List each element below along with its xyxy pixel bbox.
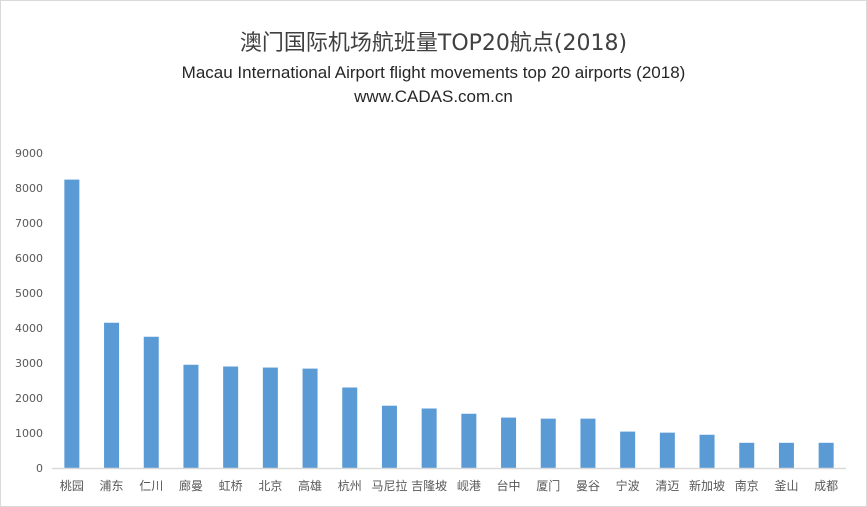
y-tick-label: 3000	[15, 357, 43, 370]
bar	[381, 405, 397, 468]
x-tick-label: 廊曼	[179, 478, 203, 493]
x-tick-label: 虹桥	[219, 479, 243, 493]
x-tick-label: 曼谷	[576, 479, 600, 493]
y-tick-label: 1000	[15, 427, 43, 440]
y-tick-label: 7000	[15, 217, 43, 230]
y-tick-label: 8000	[15, 182, 43, 195]
x-tick-label: 马尼拉	[371, 478, 407, 493]
bar	[818, 442, 834, 468]
x-tick-label: 台中	[497, 478, 521, 493]
bar	[64, 179, 80, 468]
y-tick-label: 5000	[15, 287, 43, 300]
x-tick-label: 厦门	[536, 478, 560, 493]
bar	[501, 417, 517, 468]
bar	[342, 387, 358, 468]
bar	[104, 322, 120, 468]
x-tick-label: 新加坡	[689, 478, 725, 493]
y-tick-label: 6000	[15, 252, 43, 265]
x-tick-label: 杭州	[338, 478, 362, 493]
x-tick-label: 浦东	[100, 479, 124, 493]
x-tick-label: 宁波	[616, 478, 640, 493]
bar	[183, 364, 199, 468]
x-tick-label: 仁川	[139, 479, 163, 493]
x-tick-label: 北京	[258, 479, 282, 493]
chart-source: www.CADAS.com.cn	[354, 87, 513, 106]
bar	[540, 418, 556, 468]
x-tick-label: 釜山	[774, 478, 798, 493]
bar	[620, 431, 636, 468]
y-tick-label: 4000	[15, 322, 43, 335]
x-tick-label: 清迈	[655, 479, 679, 493]
x-tick-label: 成都	[814, 479, 838, 493]
bar	[699, 434, 715, 468]
x-tick-label: 高雄	[298, 478, 322, 493]
x-tick-label: 桃园	[60, 478, 84, 493]
bar	[778, 442, 794, 468]
bar	[421, 408, 437, 468]
chart-title: 澳门国际机场航班量TOP20航点(2018)	[239, 31, 628, 56]
y-tick-label: 2000	[15, 392, 43, 405]
bar	[461, 413, 477, 468]
bar	[739, 442, 755, 468]
y-tick-label: 9000	[15, 147, 43, 160]
chart-subtitle: Macau International Airport flight movem…	[181, 63, 686, 82]
y-tick-label: 0	[36, 462, 43, 475]
x-tick-label: 吉隆坡	[411, 478, 447, 493]
bar	[659, 432, 675, 468]
bar	[223, 366, 239, 468]
x-tick-label: 岘港	[457, 479, 481, 493]
bar	[143, 336, 159, 468]
bar	[262, 367, 278, 468]
bar	[302, 368, 318, 468]
bar	[580, 418, 596, 468]
x-tick-label: 南京	[735, 478, 759, 493]
